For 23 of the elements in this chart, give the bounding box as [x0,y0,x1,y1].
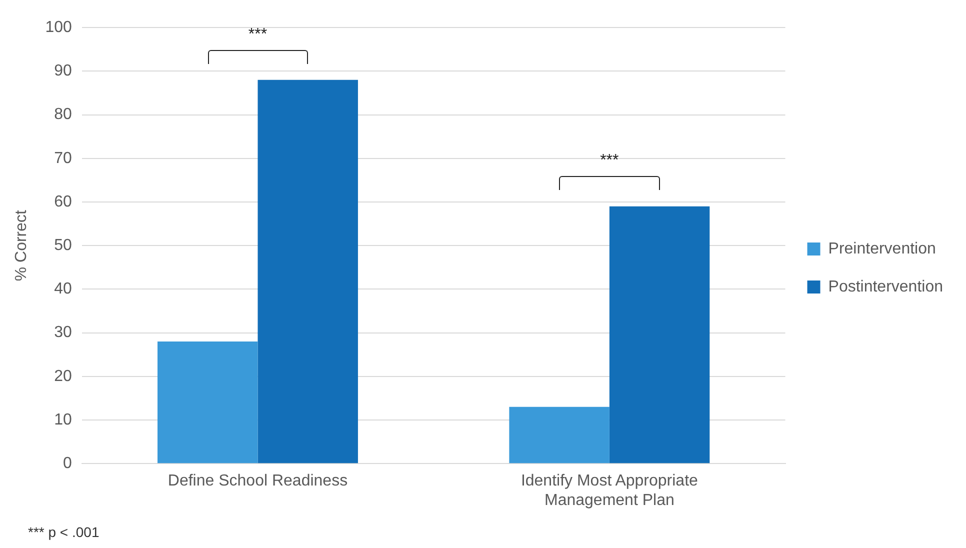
y-tick-label: 50 [54,237,72,254]
legend-label: Postintervention [828,278,943,296]
y-tick-label: 80 [54,106,72,124]
y-tick-label: 60 [54,193,72,210]
annotation: *** [247,26,268,44]
y-tick-label: 40 [54,280,72,298]
bar [258,80,358,464]
bar [509,406,610,464]
annotation: *** [599,152,620,170]
legend-label: Preintervention [828,240,936,258]
y-tick-label: 100 [45,19,72,36]
x-tick-label: Identify Most Appropriate Management Plan [520,472,698,509]
y-tick-label: 10 [54,411,72,428]
y-tick-label: 30 [54,324,72,342]
y-tick-label: 90 [54,62,72,80]
text: *** p < .001 [28,524,100,540]
y-axis-title: % Correct [13,209,30,282]
bar [158,342,258,464]
x-tick-label: Define School Readiness [168,472,348,490]
y-tick-label: 70 [54,150,72,167]
bar [609,206,710,464]
y-tick-label: 0 [62,455,72,472]
y-tick-label: 20 [54,368,72,385]
